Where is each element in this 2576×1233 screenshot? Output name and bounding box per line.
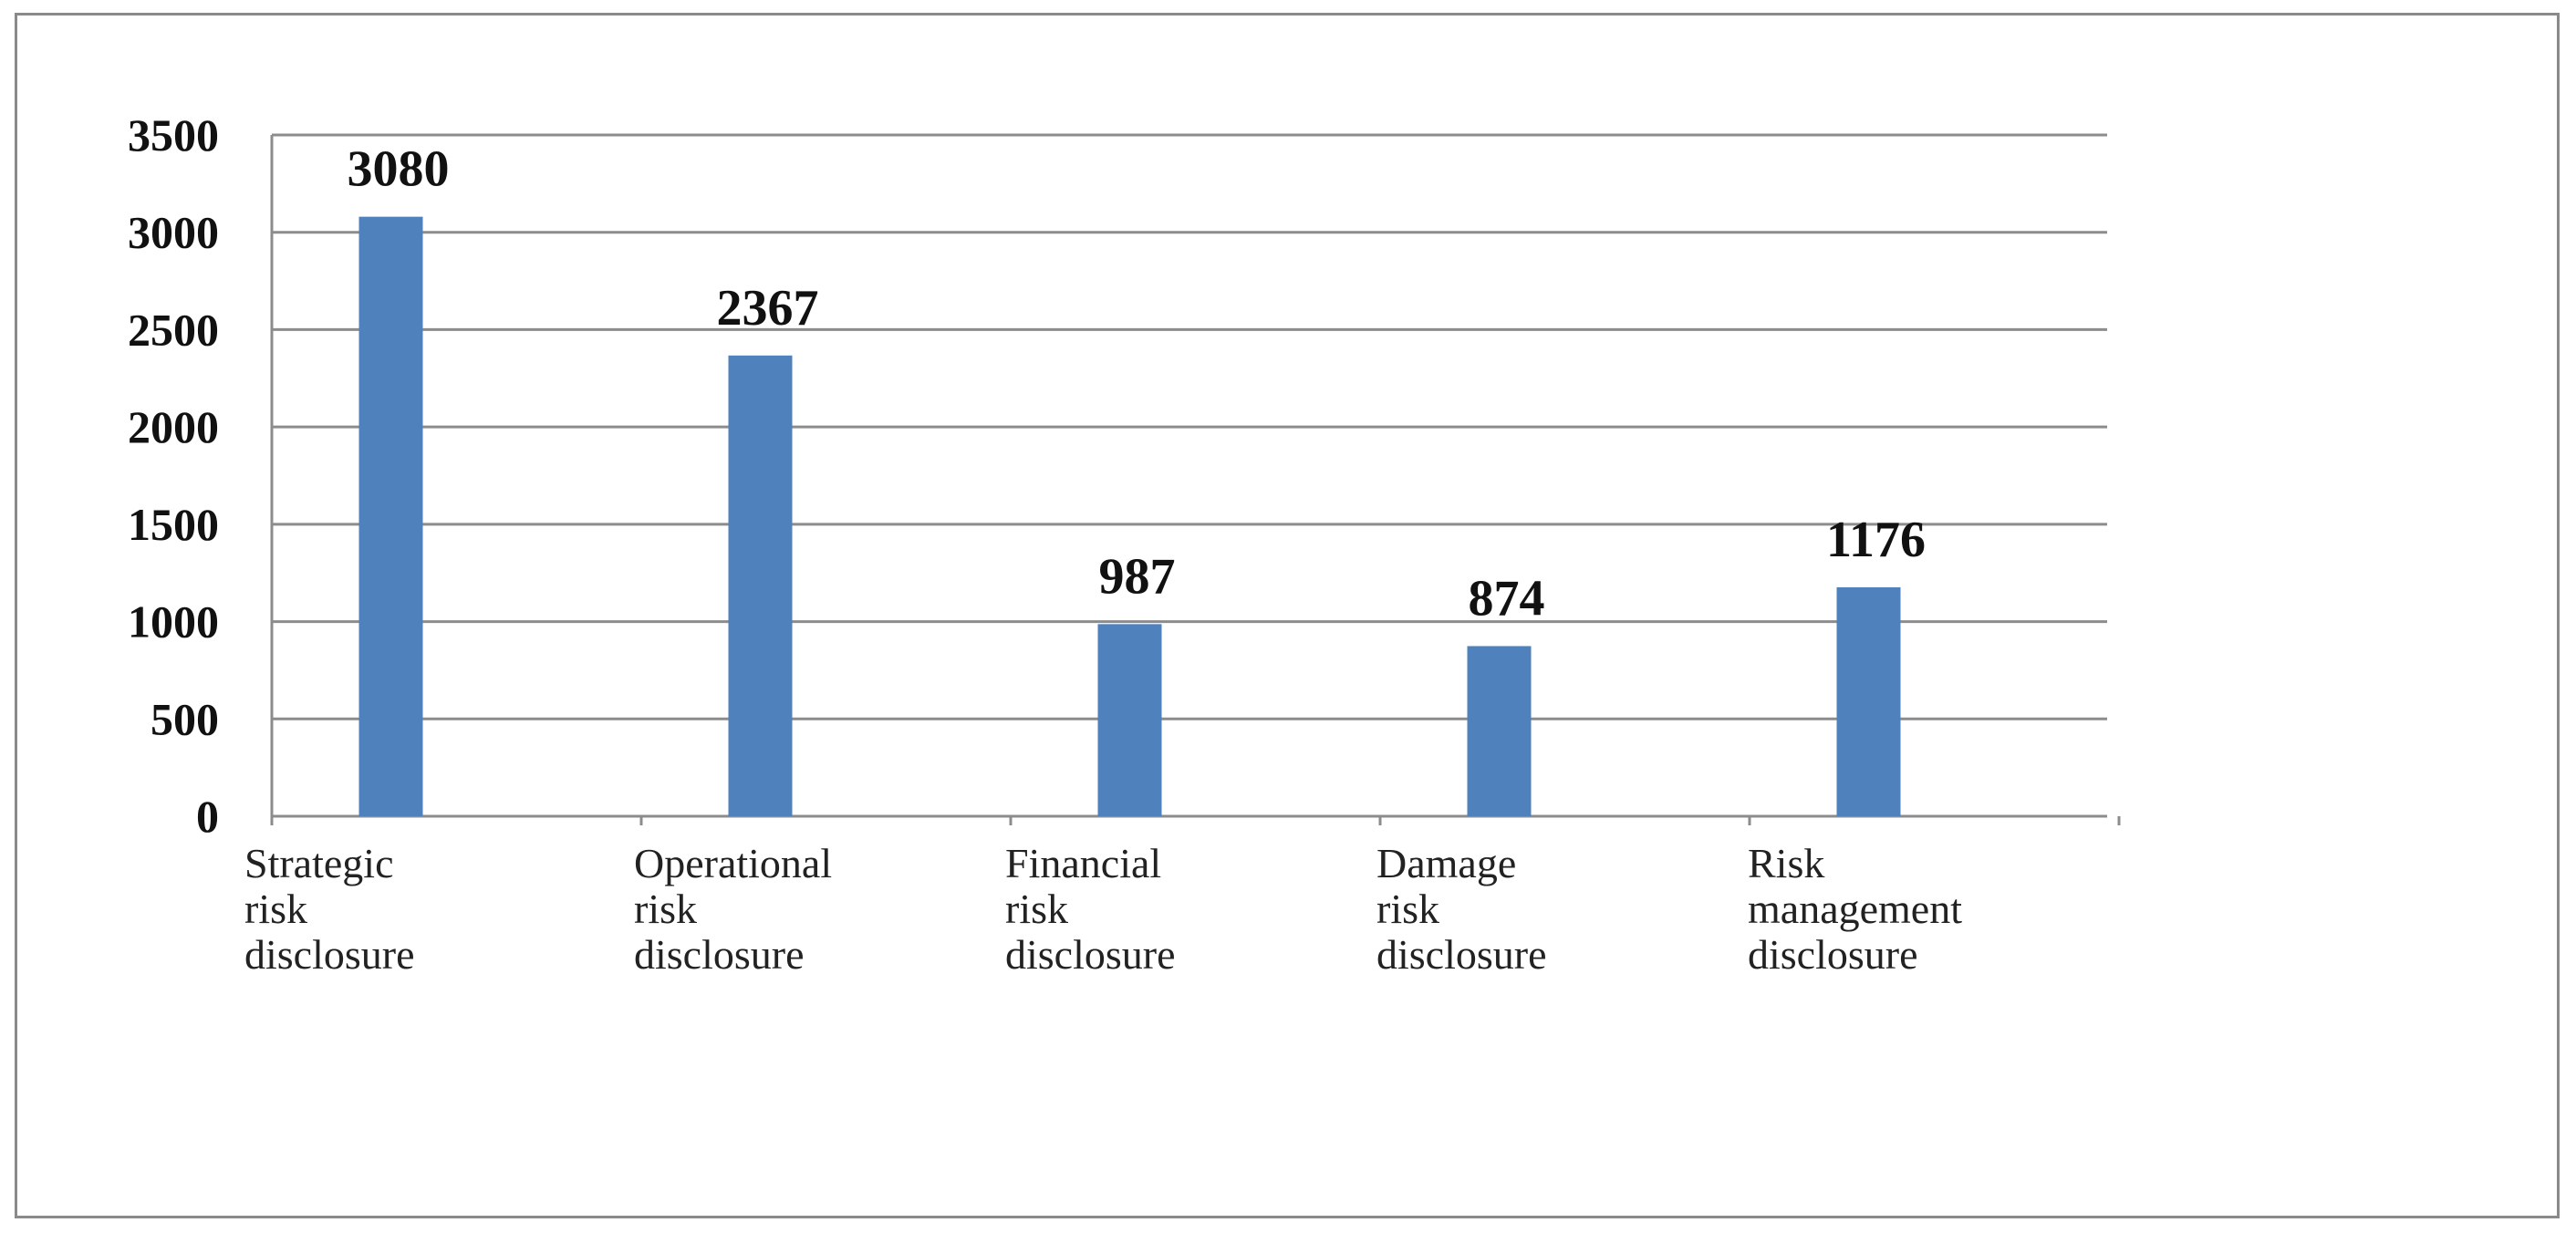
data-label: 874 (1469, 570, 1545, 627)
y-tick-label: 3000 (128, 207, 219, 258)
bar (1836, 587, 1901, 816)
x-tick-label: Financial (1005, 840, 1161, 886)
x-tick-label: disclosure (1376, 931, 1547, 978)
x-tick-label: risk (634, 886, 697, 932)
x-tick-label: Risk (1748, 840, 1824, 886)
grid-layer (272, 133, 2107, 818)
y-tick-label: 1500 (128, 499, 219, 550)
y-tick-label: 3500 (128, 109, 219, 161)
chart-frame (15, 13, 2560, 1218)
bar (1097, 624, 1162, 816)
y-tick-label: 2500 (128, 304, 219, 355)
x-tick-label: risk (1005, 886, 1068, 932)
x-tick-label: disclosure (244, 931, 415, 978)
x-tick-label: Operational (634, 840, 832, 886)
x-tick-label: Damage (1376, 840, 1516, 886)
data-label: 3080 (348, 141, 450, 198)
x-tick-label: risk (1376, 886, 1439, 932)
x-tick-label: Strategic (244, 840, 394, 886)
x-tick-label: disclosure (1748, 931, 1918, 978)
y-tick-label: 2000 (128, 401, 219, 452)
axis-layer: 0 500 1000 1500 2000 2500 3000 3500 (128, 109, 2121, 842)
y-tick-label: 500 (151, 693, 219, 744)
bar (358, 216, 423, 816)
data-label: 2367 (717, 280, 819, 337)
y-tick-label: 0 (196, 791, 219, 842)
x-tick-label: management (1748, 886, 1962, 932)
data-label: 987 (1099, 548, 1176, 605)
bars-layer (358, 216, 1901, 816)
y-tick-label: 1000 (128, 596, 219, 648)
labels-layer: 3080Strategicriskdisclosure2367Operation… (244, 141, 1962, 978)
bar (728, 355, 793, 816)
data-label: 1176 (1826, 512, 1926, 568)
bar (1467, 646, 1532, 816)
x-tick-label: disclosure (1005, 931, 1176, 978)
x-tick-label: disclosure (634, 931, 805, 978)
x-tick-label: risk (244, 886, 307, 932)
